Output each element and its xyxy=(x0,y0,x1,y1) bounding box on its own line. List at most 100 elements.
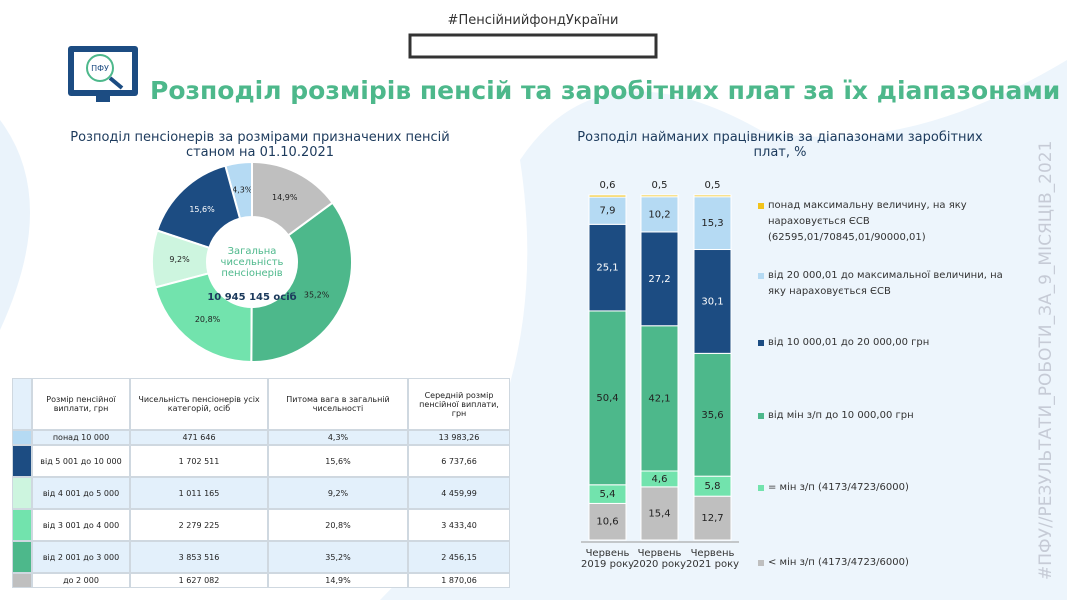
table-cell: 2 456,15 xyxy=(408,541,510,573)
bar-segment xyxy=(588,194,627,198)
table-swatch xyxy=(12,430,32,445)
table-cell: до 2 000 xyxy=(32,573,130,588)
pie-label: 15,6% xyxy=(189,205,215,214)
pie-label: 20,8% xyxy=(195,315,221,324)
table-cell: від 5 001 до 10 000 xyxy=(32,445,130,477)
bar-value-label: 42,1 xyxy=(648,393,670,404)
table-cell: 4,3% xyxy=(268,430,408,445)
pie-label: 4,3% xyxy=(232,186,253,195)
pie-label: 35,2% xyxy=(304,290,330,299)
bar-segment xyxy=(588,196,627,225)
logo-inner xyxy=(74,52,132,90)
bar-value-label: 0,5 xyxy=(652,180,668,191)
page-title: Розподіл розмірів пенсій та заробітних п… xyxy=(150,76,1061,105)
legend-swatch xyxy=(758,273,764,279)
pie-slice xyxy=(251,160,334,237)
bar-value-label: 10,6 xyxy=(596,517,618,528)
bar-segment xyxy=(693,352,732,477)
logo-text: ПФУ xyxy=(91,64,109,73)
bar-value-label: 10,2 xyxy=(648,209,670,220)
table-cell: 1 011 165 xyxy=(130,477,268,509)
bar-value-label: 25,1 xyxy=(596,263,618,274)
pie-slice xyxy=(250,201,353,363)
pie-label: 14,9% xyxy=(272,193,298,202)
bar-segment xyxy=(588,223,627,312)
side-text: #ПФУ//РЕЗУЛЬТАТИ_РОБОТИ_ЗА_9_МІСЯЦІВ_202… xyxy=(1036,140,1056,580)
legend-label: від 10 000,01 до 20 000,00 грн xyxy=(768,337,930,348)
table-cell: від 4 001 до 5 000 xyxy=(32,477,130,509)
legend-label: < мін з/п (4173/4723/6000) xyxy=(768,557,909,568)
table-header: Чисельність пенсіонерів усіх категорій, … xyxy=(130,378,268,430)
bar-segment xyxy=(693,196,732,251)
legend-swatch xyxy=(758,203,764,209)
table-cell: від 2 001 до 3 000 xyxy=(32,541,130,573)
legend-label: від мін з/п до 10 000,00 грн xyxy=(768,410,914,421)
legend-swatch xyxy=(758,340,764,346)
table-cell: 4 459,99 xyxy=(408,477,510,509)
table-cell: 9,2% xyxy=(268,477,408,509)
bar-segment xyxy=(693,249,732,354)
legend-swatch xyxy=(758,413,764,419)
table-cell: 14,9% xyxy=(268,573,408,588)
bar-title: Розподіл найманих працівників за діапазо… xyxy=(577,130,983,160)
table-swatch xyxy=(12,445,32,477)
table-cell: 1 627 082 xyxy=(130,573,268,588)
table-cell: 1 870,06 xyxy=(408,573,510,588)
table-cell: понад 10 000 xyxy=(32,430,130,445)
hashtag: #ПенсійнийфондУкраїни xyxy=(447,13,619,28)
table-cell: від 3 001 до 4 000 xyxy=(32,509,130,541)
table-cell: 2 279 225 xyxy=(130,509,268,541)
pie-label: 9,2% xyxy=(169,255,190,264)
bar-segment xyxy=(693,194,732,198)
table-header: Питома вага в загальній чисельності xyxy=(268,378,408,430)
table-cell: 1 702 511 xyxy=(130,445,268,477)
bar-value-label: 0,5 xyxy=(705,180,721,191)
legend-swatch xyxy=(758,560,764,566)
legend-label: від 20 000,01 до максимальної величини, … xyxy=(768,270,1003,297)
bar-segment xyxy=(640,486,679,541)
x-tick-label: Червень 2020 року xyxy=(632,548,687,570)
x-tick-label: Червень 2021 року xyxy=(685,548,740,570)
table-cell: 471 646 xyxy=(130,430,268,445)
bg-blob xyxy=(0,120,30,330)
logo-stand xyxy=(96,96,110,102)
legend-swatch xyxy=(758,485,764,491)
bar-segment xyxy=(588,310,627,486)
pie-center-value: 10 945 145 осіб xyxy=(207,292,297,303)
table-cell: 20,8% xyxy=(268,509,408,541)
table-cell: 15,6% xyxy=(268,445,408,477)
table-swatch xyxy=(12,509,32,541)
table-swatch xyxy=(12,477,32,509)
table-swatch xyxy=(12,573,32,588)
bar-value-label: 4,6 xyxy=(652,474,668,485)
table-header: Розмір пенсійної виплати, грн xyxy=(32,378,130,430)
bar-value-label: 30,1 xyxy=(701,296,723,307)
bar-value-label: 15,4 xyxy=(648,508,670,519)
bar-value-label: 50,4 xyxy=(596,393,618,404)
bar-value-label: 15,3 xyxy=(701,218,723,229)
bar-value-label: 27,2 xyxy=(648,274,670,285)
bar-segment xyxy=(640,194,679,198)
table-corner xyxy=(12,378,32,430)
bar-value-label: 0,6 xyxy=(600,180,616,191)
table-swatch xyxy=(12,541,32,573)
table-cell: 13 983,26 xyxy=(408,430,510,445)
header-box xyxy=(408,33,658,59)
table-header: Середній розмір пенсійної виплати, грн xyxy=(408,378,510,430)
table-cell: 6 737,66 xyxy=(408,445,510,477)
table-cell: 3 853 516 xyxy=(130,541,268,573)
bar-value-label: 5,8 xyxy=(705,481,721,492)
pie-title: Розподіл пенсіонерів за розмірами призна… xyxy=(70,130,450,160)
bar-segment xyxy=(640,325,679,472)
bar-segment xyxy=(640,196,679,233)
legend-label: понад максимальну величину, на яку нарах… xyxy=(768,200,967,243)
bar-value-label: 35,6 xyxy=(701,410,723,421)
bar-value-label: 7,9 xyxy=(600,206,616,217)
table-cell: 3 433,40 xyxy=(408,509,510,541)
pie-center-text: Загальна чисельність пенсіонерів xyxy=(220,246,284,279)
x-tick-label: Червень 2019 року xyxy=(580,548,635,570)
bar-value-label: 5,4 xyxy=(600,489,616,500)
pie-slice xyxy=(154,272,253,364)
